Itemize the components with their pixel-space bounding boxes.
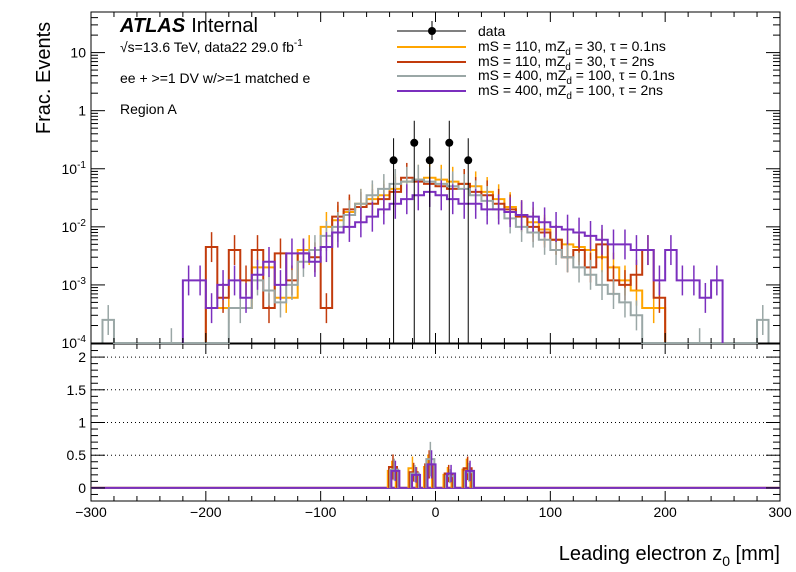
legend-data-marker: [428, 27, 436, 35]
y-tick-exponent: -3: [77, 276, 86, 287]
x-tick-label: 300: [768, 504, 792, 520]
y-tick-base: 1: [78, 103, 86, 119]
y-tick-exponent: -1: [77, 160, 86, 171]
y-tick-base: 10: [62, 219, 78, 235]
legend-red-sub: d: [565, 62, 571, 73]
y-tick-base: 10: [62, 277, 78, 293]
x-tick-label: 0: [432, 504, 440, 520]
legend-gray-rest: = 100, τ = 0.1ns: [572, 67, 675, 83]
series-1-group: [204, 162, 667, 343]
data-point: [445, 138, 454, 147]
legend-red-text: mS = 110, mZ: [478, 53, 566, 69]
selection-label: ee + >=1 DV w/>=1 matched e: [120, 70, 311, 86]
ratio-grid-layer: [91, 356, 780, 456]
data-point: [425, 156, 434, 165]
x-tick-label: −100: [305, 504, 337, 520]
atlas-logo-text: ATLAS: [119, 15, 186, 37]
ratio-y-tick-label: 1: [78, 415, 86, 431]
ratio-y-tick-label: 2: [78, 349, 86, 365]
legend-orange-label: mS = 110, mZd = 30, τ = 0.1ns: [478, 38, 666, 58]
main-y-tick-label: 10-3: [62, 276, 87, 293]
main-y-tick-label: 1: [78, 103, 86, 119]
x-axis-label-unit: [mm]: [730, 543, 780, 565]
main-y-tick-label: 10: [70, 45, 86, 61]
data-point: [389, 156, 398, 165]
legend-gray-text: mS = 400, mZ: [478, 67, 567, 83]
y-tick-base: 10: [62, 161, 78, 177]
y-tick-base: 10: [62, 335, 78, 351]
main-y-tick-label: 10-2: [62, 218, 87, 235]
main-y-tick-label: 10-1: [62, 160, 87, 177]
legend-gray-sub: d: [566, 76, 572, 87]
y-tick-exponent: -2: [77, 218, 86, 229]
series-2-hist: [101, 178, 770, 344]
legend: data mS = 110, mZd = 30, τ = 0.1ns mS = …: [397, 21, 675, 102]
data-point: [464, 156, 473, 165]
series-3-hist: [181, 190, 724, 343]
legend-entry-red: mS = 110, mZd = 30, τ = 2ns: [397, 53, 654, 73]
legend-purple-rest: = 100, τ = 2ns: [572, 82, 663, 98]
legend-gray-label: mS = 400, mZd = 100, τ = 0.1ns: [478, 67, 675, 87]
x-tick-label: −200: [190, 504, 222, 520]
legend-orange-rest: = 30, τ = 0.1ns: [571, 38, 666, 54]
energy-lumi-text: √s=13.6 TeV, data22 29.0 fb: [120, 39, 294, 55]
legend-red-label: mS = 110, mZd = 30, τ = 2ns: [478, 53, 654, 73]
x-tick-label: −300: [75, 504, 107, 520]
legend-data-label: data: [478, 23, 505, 39]
legend-entry-data: data: [397, 21, 505, 40]
region-label: Region A: [120, 101, 177, 117]
series-1-hist: [204, 176, 667, 343]
legend-entry-gray: mS = 400, mZd = 100, τ = 0.1ns: [397, 67, 675, 87]
legend-entry-orange: mS = 110, mZd = 30, τ = 0.1ns: [397, 38, 666, 58]
atlas-internal-text: Internal: [191, 15, 258, 37]
ratio-y-tick-label: 0.5: [67, 447, 87, 463]
main-y-tick-label: 10-4: [62, 334, 87, 351]
y-axis-label: Frac. Events: [33, 22, 55, 134]
atlas-label: ATLAS Internal: [119, 15, 258, 37]
data-layer: [389, 120, 473, 343]
ratio-y-tick-label: 0: [78, 480, 86, 496]
legend-purple-text: mS = 400, mZ: [478, 82, 567, 98]
ratio-hist-layer: [91, 441, 780, 489]
series-3-group: [181, 177, 724, 343]
data-point: [410, 138, 419, 147]
tick-layer: −300 −200 −100 0 100 200 30010-410-310-210-111…: [62, 11, 792, 520]
x-tick-label: 200: [653, 504, 677, 520]
y-tick-exponent: -4: [77, 334, 86, 345]
energy-lumi-sup: -1: [294, 38, 303, 49]
x-axis-label-main: Leading electron z: [559, 543, 722, 565]
x-tick-label: 100: [539, 504, 563, 520]
legend-purple-label: mS = 400, mZd = 100, τ = 2ns: [478, 82, 663, 102]
legend-orange-text: mS = 110, mZ: [478, 38, 566, 54]
legend-entry-purple: mS = 400, mZd = 100, τ = 2ns: [397, 82, 663, 102]
main-hist-layer: [101, 162, 770, 344]
y-tick-base: 10: [70, 45, 86, 61]
legend-orange-sub: d: [565, 47, 571, 58]
x-axis-label: Leading electron z0 [mm]: [559, 543, 780, 569]
ratio-y-tick-label: 1.5: [67, 382, 87, 398]
legend-red-rest: = 30, τ = 2ns: [571, 53, 654, 69]
legend-purple-sub: d: [566, 91, 572, 102]
x-axis-label-sub: 0: [722, 553, 730, 569]
energy-lumi-label: √s=13.6 TeV, data22 29.0 fb-1: [120, 38, 303, 55]
